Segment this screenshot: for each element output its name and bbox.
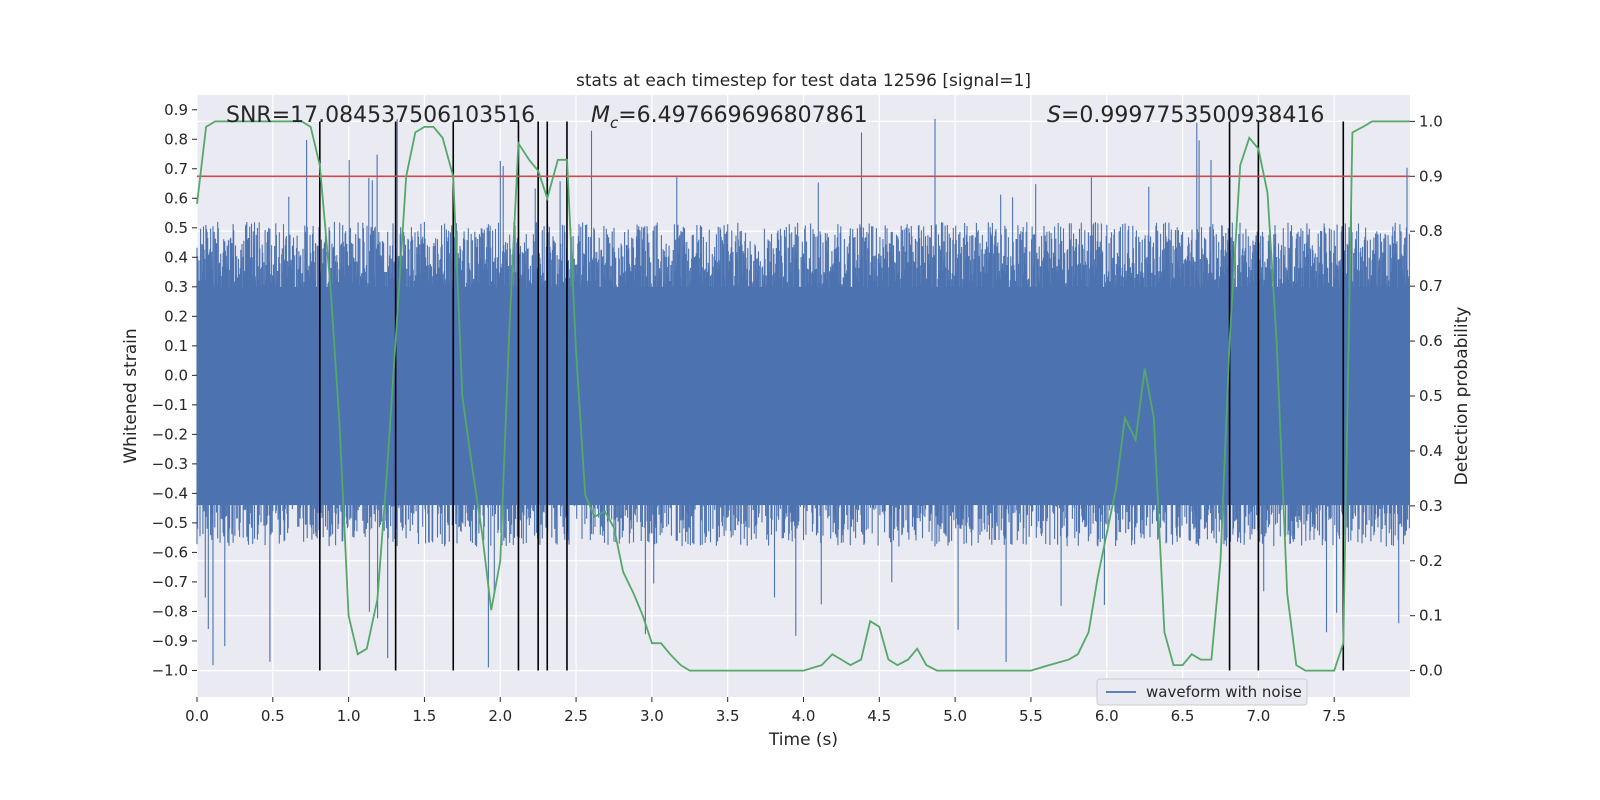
y2-axis-ticks: 1.0 0.9 0.8 0.7 0.6 0.5 0.4 0.3 0.2 0.1 0.0	[1410, 112, 1443, 680]
y-tick-label: −1.0	[152, 661, 188, 679]
mc-symbol: M	[591, 103, 610, 128]
x-tick-label: 6.0	[1095, 707, 1119, 725]
y-tick-label: −0.3	[152, 455, 188, 473]
score-annotation: S=0.9997753500938416	[1047, 103, 1324, 128]
y-tick-label: 0.3	[164, 278, 188, 296]
y-axis-ticks: 0.9 0.8 0.7 0.6 0.5 0.4 0.3 0.2 0.1 0.0 −0.1 −0.2 −0…	[152, 101, 197, 679]
y2-tick-label: 0.2	[1419, 552, 1443, 570]
y-tick-label: −0.2	[152, 425, 188, 443]
y-tick-label: −0.1	[152, 396, 188, 414]
y-tick-label: 0.2	[164, 307, 188, 325]
y-tick-label: −0.9	[152, 632, 188, 650]
y-tick-label: −0.8	[152, 602, 188, 620]
y2-tick-label: 1.0	[1419, 112, 1443, 130]
y-tick-label: 0.7	[164, 160, 188, 178]
y-tick-label: −0.4	[152, 484, 188, 502]
y-tick-label: 0.0	[164, 366, 188, 384]
waveform-core	[197, 286, 1410, 506]
y-axis-label: Whitened strain	[121, 328, 141, 463]
detection-probability-line	[196, 120, 1410, 672]
s-symbol: S	[1047, 103, 1061, 128]
x-tick-label: 7.0	[1246, 707, 1270, 725]
x-tick-label: 1.0	[337, 707, 361, 725]
x-axis-ticks: 0.0 0.5 1.0 1.5 2.0 2.5 3.0 3.5 4.0 4.5 5.0 5.5 6.0 6…	[185, 697, 1346, 725]
x-axis-label: Time (s)	[768, 730, 838, 750]
legend-box	[1096, 678, 1308, 706]
y2-tick-label: 0.4	[1419, 442, 1443, 460]
y-tick-label: −0.6	[152, 543, 188, 561]
x-tick-label: 3.0	[640, 707, 664, 725]
x-tick-label: 2.5	[564, 707, 588, 725]
y2-tick-label: 0.0	[1419, 662, 1443, 680]
x-tick-label: 6.5	[1171, 707, 1195, 725]
y-tick-label: −0.7	[152, 573, 188, 591]
legend-label: waveform with noise	[1146, 683, 1302, 701]
x-tick-label: 4.0	[792, 707, 816, 725]
snr-annotation: SNR=17.084537506103516	[226, 103, 535, 128]
x-tick-label: 5.0	[943, 707, 967, 725]
s-value: =0.9997753500938416	[1061, 103, 1324, 128]
x-tick-label: 5.5	[1019, 707, 1043, 725]
y-tick-label: 0.9	[164, 101, 188, 119]
y2-tick-label: 0.7	[1419, 277, 1443, 295]
x-tick-label: 1.5	[413, 707, 437, 725]
waveform-series	[196, 118, 1410, 668]
x-tick-label: 7.5	[1322, 707, 1346, 725]
y-tick-label: 0.5	[164, 219, 188, 237]
y-tick-label: −0.5	[152, 514, 188, 532]
y-tick-label: 0.4	[164, 248, 188, 266]
y-tick-label: 0.1	[164, 337, 188, 355]
y2-tick-label: 0.6	[1419, 332, 1443, 350]
y2-tick-label: 0.3	[1419, 497, 1443, 515]
x-tick-label: 4.5	[867, 707, 891, 725]
x-tick-label: 0.0	[185, 707, 209, 725]
y-tick-label: 0.6	[164, 189, 188, 207]
legend: waveform with noise	[1096, 678, 1308, 706]
y-tick-label: 0.8	[164, 130, 188, 148]
mc-subscript: c	[610, 114, 619, 132]
mc-value: =6.497669696807861	[618, 103, 867, 128]
y2-tick-label: 0.1	[1419, 607, 1443, 625]
y2-axis-label: Detection probability	[1452, 307, 1472, 486]
chirp-mass-annotation: Mc=6.497669696807861	[591, 103, 868, 132]
chart-title: stats at each timestep for test data 125…	[576, 71, 1031, 91]
x-tick-label: 0.5	[261, 707, 285, 725]
y2-tick-label: 0.9	[1419, 167, 1443, 185]
y2-tick-label: 0.5	[1419, 387, 1443, 405]
y2-tick-label: 0.8	[1419, 222, 1443, 240]
x-tick-label: 3.5	[716, 707, 740, 725]
x-tick-label: 2.0	[488, 707, 512, 725]
event-lines	[319, 121, 1345, 671]
